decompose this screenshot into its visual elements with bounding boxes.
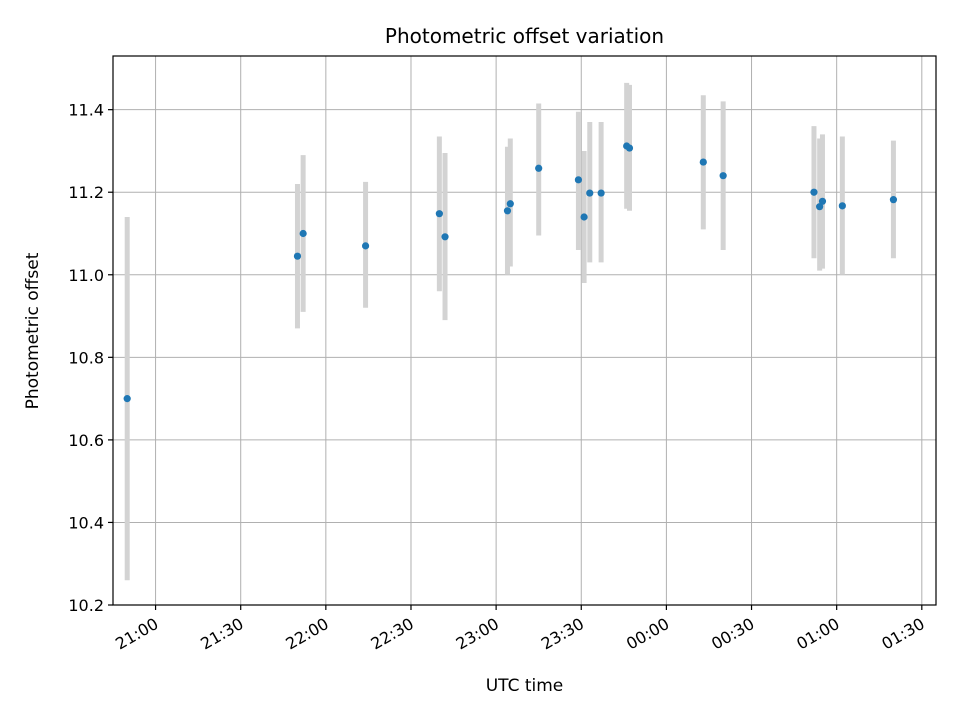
data-point — [535, 164, 543, 172]
data-point — [699, 158, 707, 166]
data-point — [838, 202, 846, 210]
data-points — [123, 142, 898, 403]
data-point — [816, 203, 824, 211]
data-point — [441, 233, 449, 241]
chart-title: Photometric offset variation — [385, 24, 664, 48]
y-tick-label: 10.6 — [68, 431, 104, 450]
y-axis-ticks: 10.2 10.4 10.6 10.8 11.0 11.2 11.4 — [68, 101, 113, 615]
data-point — [361, 242, 370, 250]
y-axis-label: Photometric offset — [23, 252, 43, 409]
data-point — [293, 252, 302, 260]
y-tick-label: 10.4 — [68, 513, 104, 532]
data-point — [586, 189, 594, 197]
data-point — [506, 200, 514, 208]
y-tick-label: 11.2 — [68, 183, 104, 202]
x-axis-label: UTC time — [486, 676, 564, 696]
data-point — [503, 207, 512, 215]
y-tick-label: 11.0 — [68, 266, 104, 285]
data-point — [810, 188, 818, 196]
data-point — [299, 229, 307, 238]
data-point — [719, 172, 727, 180]
plot-frame — [112, 55, 937, 606]
data-point — [574, 176, 583, 184]
y-tick-label: 10.2 — [68, 596, 104, 615]
data-point — [597, 189, 605, 197]
data-point — [435, 210, 443, 218]
data-point — [625, 144, 634, 152]
data-point — [123, 395, 131, 403]
data-point — [889, 196, 898, 204]
data-point — [818, 197, 827, 205]
data-point — [580, 213, 588, 221]
y-tick-label: 10.8 — [68, 348, 104, 367]
y-tick-label: 11.4 — [68, 101, 104, 120]
